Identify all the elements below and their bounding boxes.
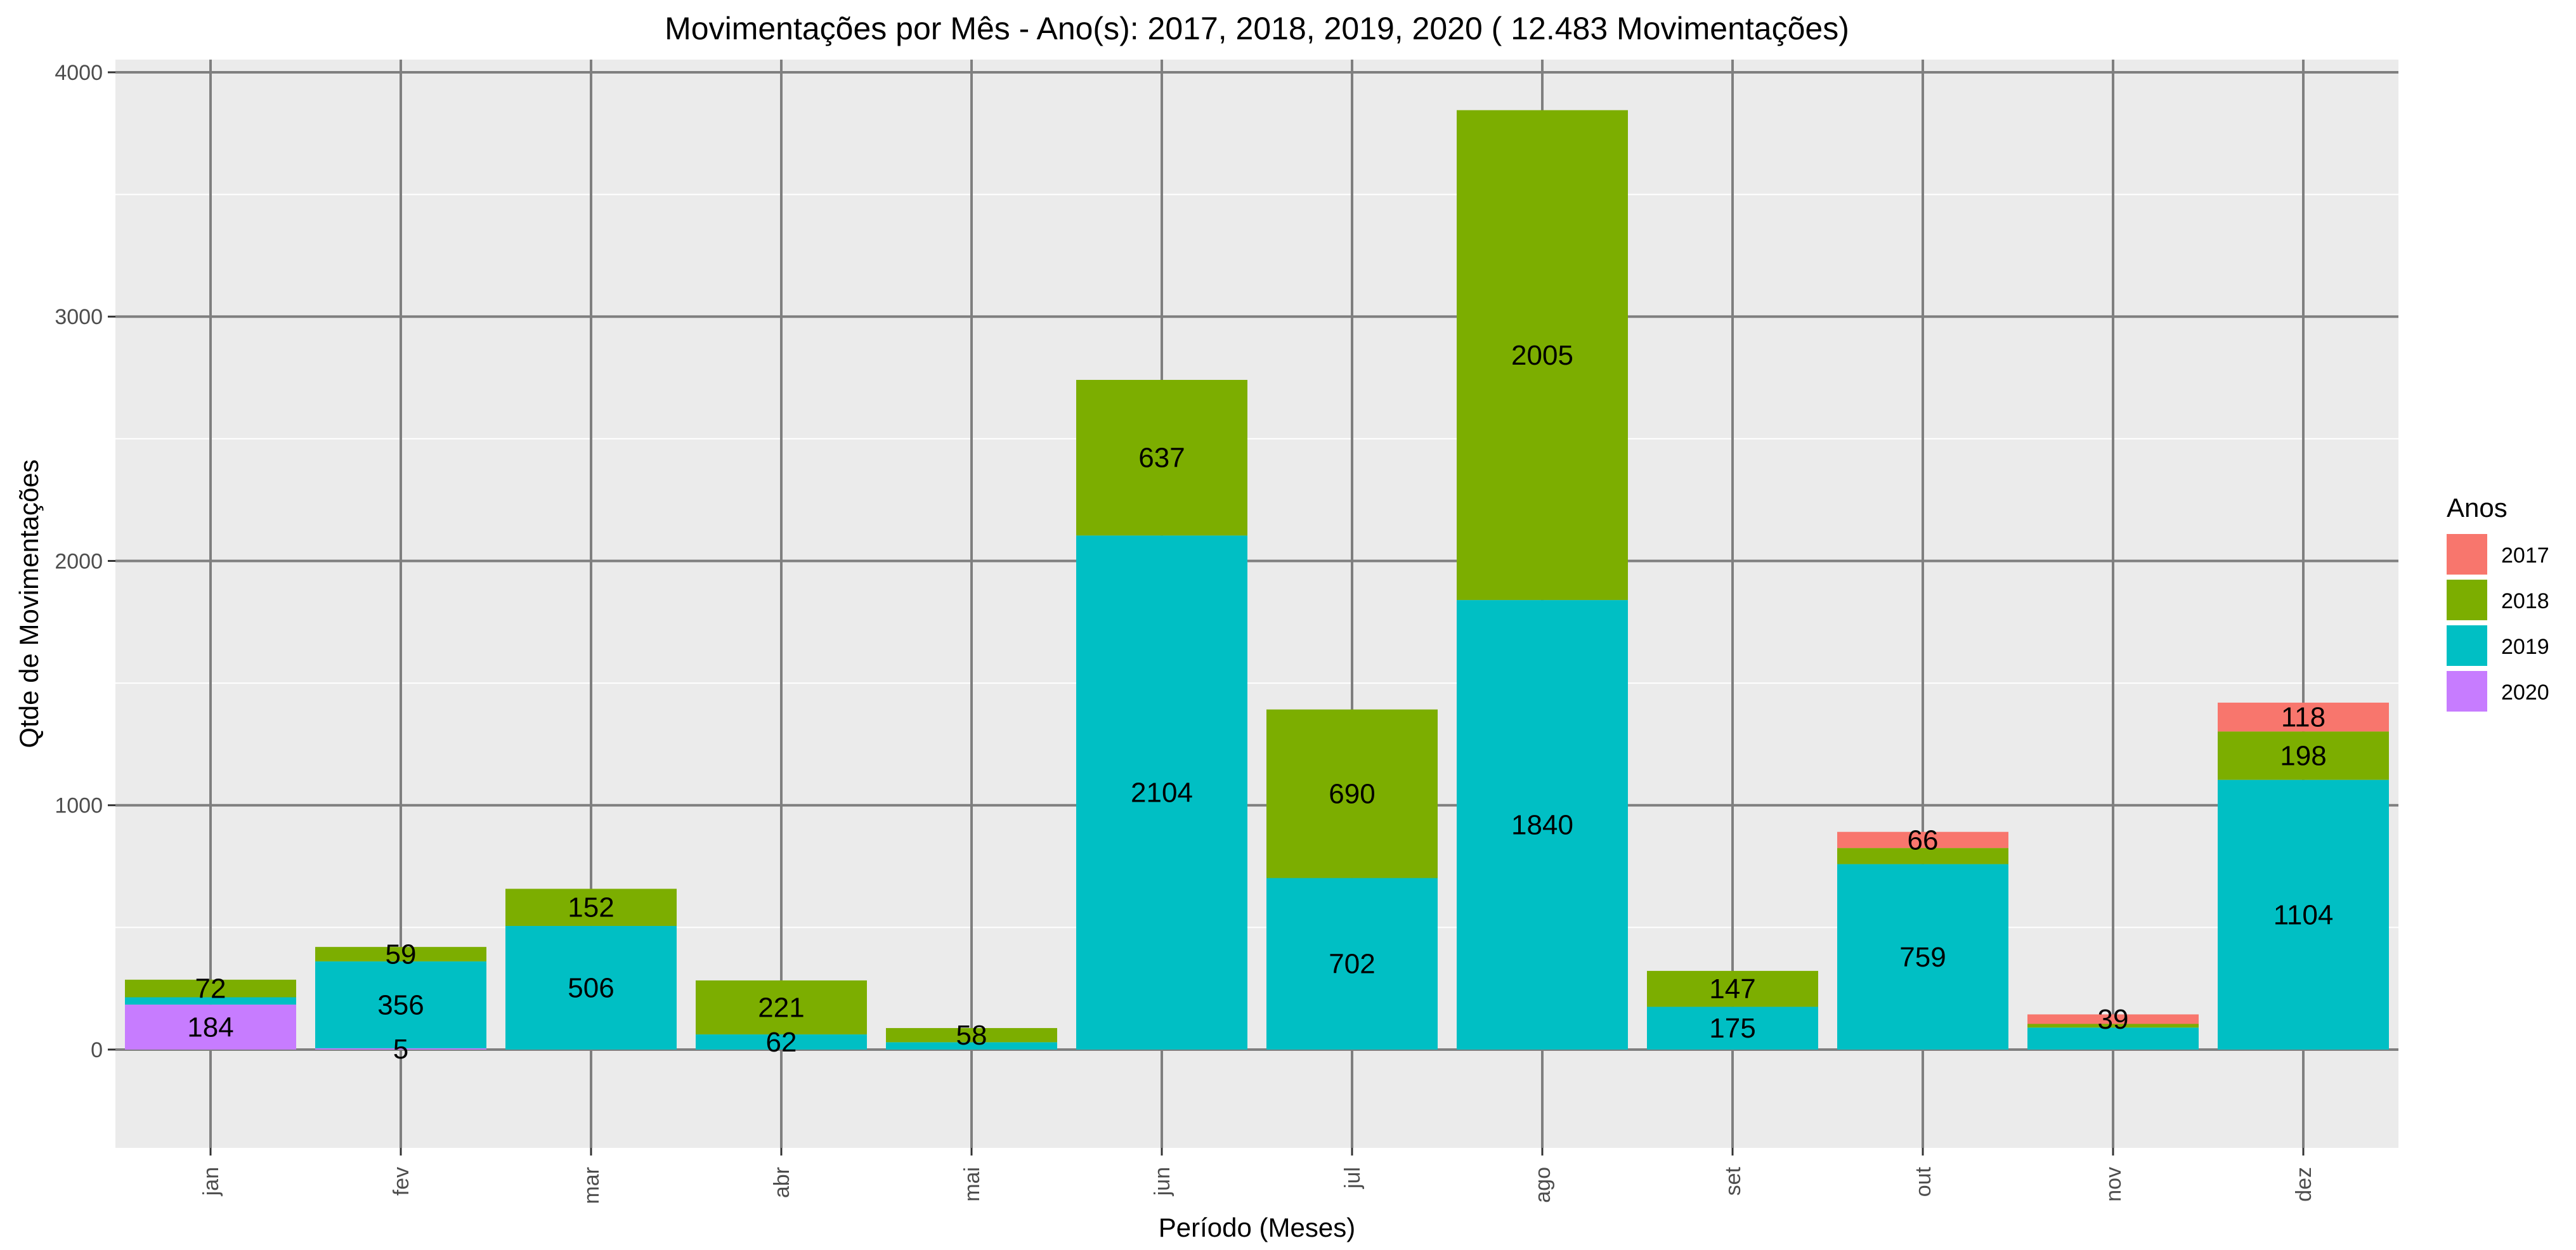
bar-segment-2019 (315, 961, 486, 1049)
x-tick-label: set (1721, 1166, 1745, 1195)
x-tick-label: jul (1341, 1167, 1365, 1189)
y-tick-label: 3000 (55, 305, 103, 329)
x-tick-label: mar (580, 1167, 604, 1204)
x-tick-label: mai (960, 1167, 984, 1202)
bar-segment-2019 (696, 1034, 867, 1050)
x-tick-label: fev (389, 1167, 413, 1195)
legend-swatch-2019 (2447, 625, 2487, 666)
bar-segment-2018 (1457, 110, 1628, 601)
bar-value-label: 184 (187, 1012, 233, 1043)
bar-segment-2018 (125, 979, 296, 998)
legend-label: 2020 (2501, 680, 2549, 705)
bar-value-label: 759 (1899, 942, 1946, 973)
x-tick-label: ago (1531, 1167, 1555, 1203)
bar-value-label: 59 (386, 939, 417, 970)
bar-value-label: 1104 (2274, 899, 2334, 930)
bar-segment-2018 (1076, 380, 1247, 536)
bar-value-label: 198 (2280, 741, 2326, 772)
bar-value-label: 702 (1329, 949, 1375, 980)
bar-segment-2017 (1837, 831, 2008, 849)
bar-value-label: 118 (2281, 702, 2326, 733)
y-axis-title: Qtde de Movimentações (14, 459, 44, 748)
y-axis: 0 1000 2000 3000 4000 (55, 61, 115, 1062)
bar-value-label: 506 (568, 972, 614, 1003)
bar-value-label: 62 (766, 1027, 797, 1058)
legend: Anos 2017 2018 2019 2020 (2447, 493, 2549, 712)
bar-segment-2019 (2027, 1027, 2199, 1050)
bar-value-label: 690 (1329, 779, 1375, 810)
bar-value-label: 2104 (1131, 778, 1193, 809)
bar-segment-2019 (125, 997, 296, 1005)
bar-value-label: 637 (1138, 443, 1185, 474)
plot-background (115, 60, 2398, 1148)
bar-segment-2018 (505, 889, 677, 927)
bar-segment-2019 (1266, 878, 1438, 1050)
legend-label: 2018 (2501, 589, 2549, 613)
bar-value-label: 58 (956, 1020, 987, 1051)
bar-segment-2018 (1266, 709, 1438, 878)
bar-value-label: 39 (2098, 1004, 2129, 1035)
legend-label: 2017 (2501, 544, 2549, 568)
bar-segment-2019 (886, 1042, 1057, 1050)
bar-value-label: 152 (568, 892, 614, 923)
bar-value-label: 1840 (1511, 810, 1573, 841)
x-axis: jan fev mar abr mai jun jul ago set out nov dez (199, 1148, 2316, 1204)
bar-value-label: 5 (393, 1034, 408, 1065)
bar-segment-2017 (2218, 702, 2389, 732)
bar-value-label: 147 (1709, 973, 1755, 1005)
bar-value-label: 66 (1908, 824, 1939, 856)
bar-segment-2019 (1837, 864, 2008, 1050)
bar-segment-2017 (2027, 1014, 2199, 1024)
bar-segment-2019 (2218, 779, 2389, 1050)
y-tick-label: 2000 (55, 549, 103, 573)
bar-segment-2020 (315, 1048, 486, 1050)
legend-swatch-2017 (2447, 534, 2487, 575)
legend-swatch-2018 (2447, 580, 2487, 620)
x-tick-label: jun (1150, 1167, 1174, 1196)
bar-segment-2019 (1457, 600, 1628, 1050)
legend-swatch-2020 (2447, 671, 2487, 712)
bar-labels: 184 5 356 506 62 2104 702 1840 175 759 1104 72 59 152… (187, 340, 2333, 1065)
bar-segment-2018 (2027, 1024, 2199, 1028)
bar-segment-2018 (2218, 731, 2389, 780)
x-tick-label: nov (2102, 1167, 2126, 1202)
x-tick-label: out (1911, 1166, 1935, 1197)
bar-segment-2020 (125, 1005, 296, 1050)
y-tick-label: 1000 (55, 794, 103, 818)
bar-segment-2019 (1647, 1006, 1818, 1050)
bar-segment-2018 (1837, 848, 2008, 864)
chart-title: Movimentações por Mês - Ano(s): 2017, 20… (665, 11, 1849, 46)
bar-segment-2018 (1647, 970, 1818, 1007)
bar-segment-2018 (886, 1028, 1057, 1043)
x-tick-label: dez (2292, 1167, 2316, 1202)
bar-segment-2019 (1076, 535, 1247, 1050)
bar-value-label: 2005 (1511, 340, 1573, 371)
bar-segment-2019 (505, 926, 677, 1050)
x-tick-label: abr (770, 1167, 794, 1198)
legend-label: 2019 (2501, 635, 2549, 659)
bars (125, 110, 2389, 1050)
bar-value-label: 356 (377, 989, 424, 1020)
bar-value-label: 221 (758, 992, 804, 1023)
x-tick-label: jan (199, 1167, 223, 1196)
bar-segment-2018 (315, 947, 486, 961)
y-tick-label: 0 (91, 1038, 103, 1062)
legend-title: Anos (2447, 493, 2508, 523)
y-tick-label: 4000 (55, 61, 103, 85)
bar-value-label: 72 (195, 973, 226, 1005)
x-axis-title: Período (Meses) (1159, 1213, 1355, 1242)
bar-segment-2018 (696, 980, 867, 1035)
bar-value-label: 175 (1709, 1013, 1755, 1044)
